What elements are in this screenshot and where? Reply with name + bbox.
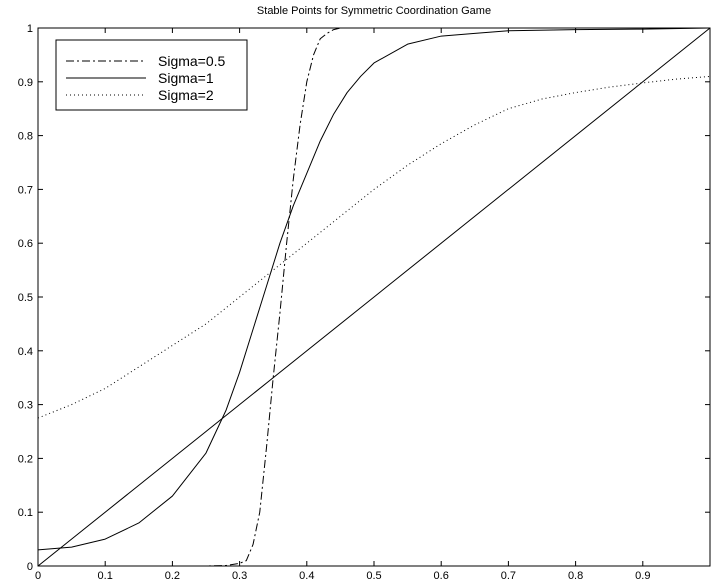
y-tick-label: 0.5: [18, 292, 33, 304]
x-tick-label: 0.2: [165, 570, 180, 582]
series-line-sigma-2: [37, 75, 711, 419]
x-tick-label: 0.6: [434, 570, 449, 582]
x-tick-label: 0.7: [501, 570, 516, 582]
y-tick-label: 0.9: [18, 77, 33, 89]
y-tick-label: 0.7: [18, 184, 33, 196]
x-tick-label: 0.5: [366, 570, 381, 582]
x-tick-label: 0.1: [98, 570, 113, 582]
y-tick-label: 0.6: [18, 238, 33, 250]
y-tick-label: 0.3: [18, 400, 33, 412]
y-axis: 0 0.1 0.2 0.3 0.4 0.5 0.6 0.7 0.8 0.9 1: [18, 23, 710, 573]
legend-label-sigma-0-5: Sigma=0.5: [158, 53, 226, 69]
y-tick-label: 0.4: [18, 346, 33, 358]
legend-box: [55, 39, 248, 111]
y-tick-label: 0: [27, 561, 33, 573]
x-tick-label: 0: [35, 570, 41, 582]
x-axis: 0 0.1 0.2 0.3 0.4 0.5 0.6 0.7 0.8 0.9: [35, 28, 650, 582]
y-tick-label: 1: [27, 23, 33, 35]
chart-title: Stable Points for Symmetric Coordination…: [257, 5, 491, 17]
legend-label-sigma-1: Sigma=1: [158, 70, 214, 86]
legend: Sigma=0.5 Sigma=1 Sigma=2: [55, 39, 248, 111]
x-tick-label: 0.3: [232, 570, 247, 582]
x-tick-label: 0.9: [635, 570, 650, 582]
y-tick-label: 0.8: [18, 131, 33, 143]
series-line-sigma-0-5: [38, 27, 710, 567]
series-layer: [37, 27, 711, 567]
y-tick-label: 0.2: [18, 453, 33, 465]
x-tick-label: 0.4: [299, 570, 314, 582]
x-tick-label: 0.8: [568, 570, 583, 582]
series-line-sigma-1: [37, 27, 711, 551]
y-tick-label: 0.1: [18, 507, 33, 519]
legend-label-sigma-2: Sigma=2: [158, 87, 214, 103]
reference-line-diagonal: [37, 27, 711, 567]
